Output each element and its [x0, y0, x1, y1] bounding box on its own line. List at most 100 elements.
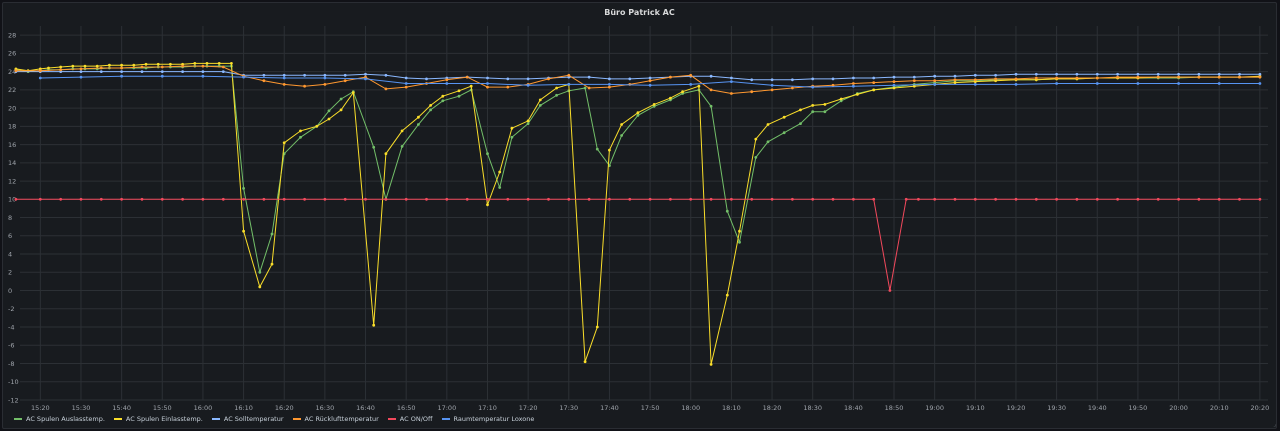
legend-swatch — [113, 418, 122, 420]
resize-handle-icon[interactable]: ⌟ — [1273, 421, 1276, 428]
data-point — [587, 197, 591, 201]
data-point — [193, 62, 197, 65]
data-point — [730, 197, 733, 201]
data-point — [1014, 83, 1018, 86]
data-point — [429, 108, 432, 112]
y-tick-label: 8 — [8, 214, 12, 222]
data-point — [636, 111, 640, 115]
data-point — [547, 197, 550, 201]
data-point — [441, 99, 445, 103]
data-point — [1136, 82, 1140, 85]
data-point — [628, 197, 632, 201]
data-point — [888, 289, 892, 292]
data-point — [912, 79, 916, 83]
data-point — [526, 119, 530, 123]
x-tick-label: 15:40 — [112, 404, 131, 412]
data-point — [1177, 82, 1180, 85]
y-tick-label: 4 — [8, 250, 12, 258]
data-point — [486, 197, 489, 201]
data-point — [973, 78, 977, 82]
data-point — [230, 62, 233, 65]
legend-label: AC ON/Off — [399, 415, 433, 423]
data-point — [852, 82, 855, 85]
data-point — [994, 73, 997, 77]
data-point — [1034, 72, 1038, 76]
data-point — [1095, 197, 1099, 201]
data-point — [445, 78, 449, 82]
data-point — [791, 86, 794, 90]
legend-item[interactable]: Raumtemperatur Loxone — [441, 415, 534, 423]
data-point — [38, 76, 42, 80]
data-point — [994, 77, 997, 81]
y-tick-label: 24 — [8, 68, 16, 76]
legend-swatch — [387, 418, 396, 420]
data-point — [160, 197, 164, 201]
data-point — [750, 197, 754, 201]
data-point — [1034, 76, 1038, 80]
data-point — [770, 88, 774, 92]
data-point — [1095, 76, 1099, 80]
data-point — [595, 147, 599, 151]
data-point — [79, 75, 83, 79]
data-point — [595, 325, 599, 329]
data-point — [1217, 82, 1221, 85]
data-point — [750, 78, 754, 82]
legend-swatch — [441, 418, 450, 420]
series-3 — [14, 64, 1262, 95]
data-point — [953, 78, 957, 82]
data-point — [384, 87, 388, 91]
data-point — [648, 76, 652, 80]
data-point — [791, 197, 794, 201]
data-point — [636, 114, 640, 117]
data-point — [498, 186, 502, 189]
data-point — [303, 84, 306, 88]
y-tick-label: 18 — [8, 123, 16, 131]
data-point — [754, 137, 758, 141]
x-tick-label: 20:20 — [1251, 404, 1270, 412]
data-point — [933, 83, 937, 86]
data-point — [1217, 75, 1221, 79]
legend-item[interactable]: AC Rücklufttemperatur — [292, 415, 379, 423]
data-point — [327, 109, 331, 113]
data-point — [400, 129, 404, 133]
data-point — [738, 229, 741, 233]
data-point — [282, 76, 286, 80]
legend-item[interactable]: AC Spulen Einlasstemp. — [113, 415, 203, 423]
data-point — [648, 79, 652, 83]
data-point — [1075, 197, 1079, 201]
x-tick-label: 19:20 — [1007, 404, 1026, 412]
data-point — [201, 64, 205, 68]
data-point — [1116, 72, 1119, 76]
data-point — [811, 85, 815, 89]
x-tick-label: 18:00 — [681, 404, 700, 412]
y-tick-label: 28 — [8, 31, 16, 39]
data-point — [620, 134, 623, 137]
data-point — [709, 104, 713, 108]
data-point — [1055, 72, 1058, 76]
x-tick-label: 20:10 — [1210, 404, 1229, 412]
x-tick-label: 16:20 — [275, 404, 294, 412]
legend-item[interactable]: AC ON/Off — [387, 415, 433, 423]
data-point — [973, 73, 977, 77]
x-tick-label: 20:00 — [1169, 404, 1188, 412]
legend-item[interactable]: AC Solltemperatur — [211, 415, 284, 423]
data-point — [782, 131, 786, 135]
data-point — [372, 323, 376, 327]
data-point — [343, 197, 347, 201]
y-tick-label: -6 — [8, 342, 14, 350]
data-point — [730, 80, 733, 83]
data-point — [486, 203, 489, 207]
y-tick-label: 22 — [8, 86, 16, 94]
data-point — [547, 77, 550, 81]
data-point — [587, 75, 591, 79]
data-point — [242, 187, 246, 190]
legend-item[interactable]: AC Spulen Auslasstemp. — [14, 415, 105, 423]
data-point — [465, 197, 469, 201]
data-point — [404, 76, 408, 80]
data-point — [282, 83, 286, 86]
data-point — [217, 62, 221, 65]
data-point — [469, 84, 473, 88]
data-point — [608, 77, 611, 81]
x-tick-label: 18:20 — [763, 404, 782, 412]
data-point — [1116, 75, 1119, 79]
